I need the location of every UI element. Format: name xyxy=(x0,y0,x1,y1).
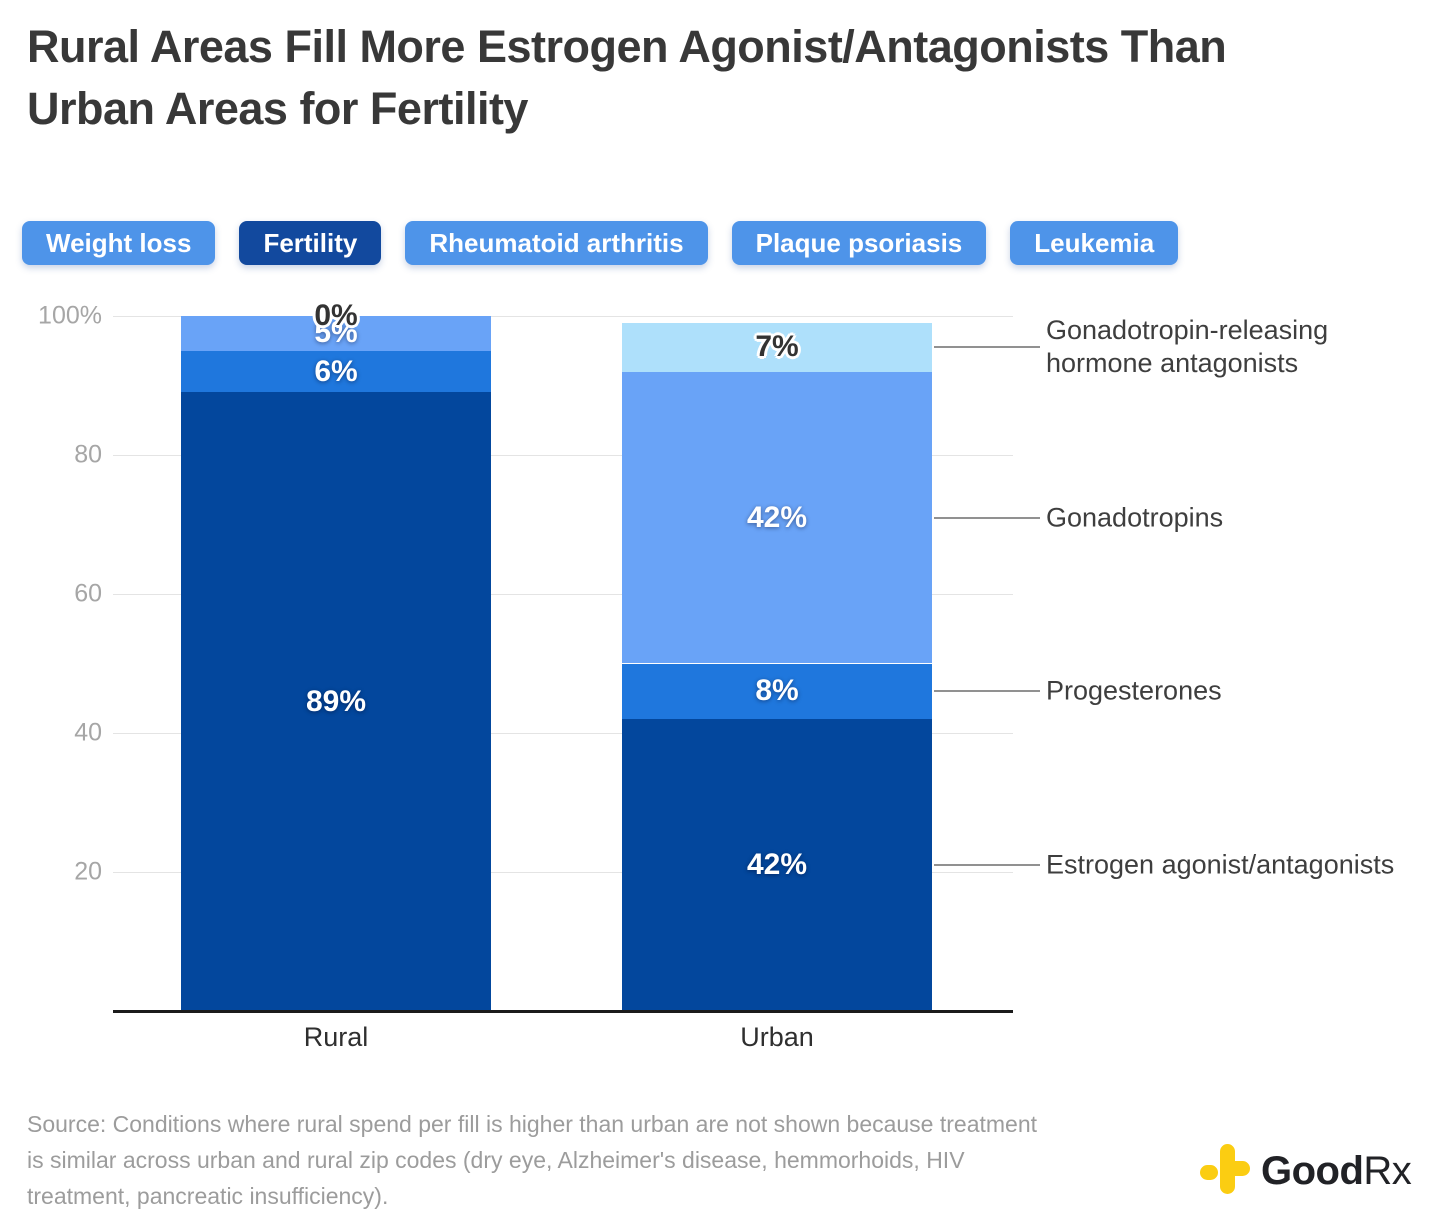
bar-value-label: 42% xyxy=(746,500,808,534)
annotation-leader-line xyxy=(934,516,1040,519)
bar-segment xyxy=(622,322,932,372)
y-axis-tick-label: 100% xyxy=(38,301,102,330)
bar-value-label: 8% xyxy=(755,674,799,708)
tab-plaque-psoriasis[interactable]: Plaque psoriasis xyxy=(731,221,987,265)
annotation-leader-line xyxy=(934,690,1040,693)
source-note: Source: Conditions where rural spend per… xyxy=(27,1106,1187,1214)
bar-value-label: 42% xyxy=(746,848,808,882)
bar-value-label: 89% xyxy=(305,684,367,718)
bar-segment xyxy=(622,663,932,720)
y-axis-tick-label: 40 xyxy=(74,718,102,747)
series-annotation-label: Gonadotropins xyxy=(1046,501,1223,534)
series-annotation-label: Gonadotropin-releasing hormone antagonist… xyxy=(1046,314,1328,380)
gridline xyxy=(113,732,1013,734)
tab-rheumatoid-arthritis[interactable]: Rheumatoid arthritis xyxy=(405,221,708,265)
chart-title-line1: Rural Areas Fill More Estrogen Agonist/A… xyxy=(27,21,1227,72)
source-note-line3: treatment, pancreatic insufficiency). xyxy=(27,1183,389,1209)
series-annotation-label: Progesterones xyxy=(1046,675,1222,708)
bar-value-label: 0% xyxy=(314,299,358,332)
tab-weight-loss[interactable]: Weight loss xyxy=(22,221,216,265)
source-note-line2: is similar across urban and rural zip co… xyxy=(27,1147,965,1173)
tab-leukemia[interactable]: Leukemia xyxy=(1010,221,1179,265)
bar-segment xyxy=(181,316,491,351)
bar-segment xyxy=(181,350,491,393)
tab-fertility[interactable]: Fertility xyxy=(239,221,382,265)
bar-segment xyxy=(622,719,932,1011)
goodrx-logo-text-rx: Rx xyxy=(1363,1149,1412,1193)
y-axis-tick-label: 20 xyxy=(74,857,102,886)
source-note-line1: Source: Conditions where rural spend per… xyxy=(27,1111,1038,1137)
chart-title: Rural Areas Fill More Estrogen Agonist/A… xyxy=(27,16,1427,140)
series-annotation-line: Gonadotropins xyxy=(1046,502,1224,533)
annotation-leader-line xyxy=(934,864,1040,867)
bar-segment xyxy=(181,392,491,1011)
goodrx-logo-text: GoodRx xyxy=(1261,1149,1412,1194)
series-annotation-line: Estrogen agonist/antagonists xyxy=(1046,849,1395,880)
goodrx-logo: GoodRx xyxy=(1200,1144,1412,1199)
bar-value-label: 7% xyxy=(755,330,799,364)
gridline xyxy=(113,593,1013,595)
annotation-leader-line xyxy=(934,346,1040,349)
y-axis-tick-label: 60 xyxy=(74,579,102,608)
goodrx-logo-text-good: Good xyxy=(1261,1149,1364,1193)
bar-segment xyxy=(622,371,932,664)
y-axis-tick-label: 80 xyxy=(74,440,102,469)
series-annotation-line: hormone antagonists xyxy=(1046,348,1299,379)
chart-title-line2: Urban Areas for Fertility xyxy=(27,83,528,134)
goodrx-plus-icon xyxy=(1200,1144,1250,1199)
x-axis-line xyxy=(113,1010,1013,1013)
condition-tabs: Weight loss Fertility Rheumatoid arthrit… xyxy=(22,221,1179,265)
category-label: Rural xyxy=(303,1022,369,1052)
gridline xyxy=(113,871,1013,873)
category-label: Urban xyxy=(740,1022,814,1052)
bar-value-label: 5% xyxy=(314,316,358,350)
gridline xyxy=(113,454,1013,456)
gridline xyxy=(113,315,1013,317)
series-annotation-line: Gonadotropin-releasing xyxy=(1046,315,1329,346)
series-annotation-line: Progesterones xyxy=(1046,675,1222,706)
series-annotation-label: Estrogen agonist/antagonists xyxy=(1046,849,1394,882)
bar-value-label: 6% xyxy=(314,354,358,388)
